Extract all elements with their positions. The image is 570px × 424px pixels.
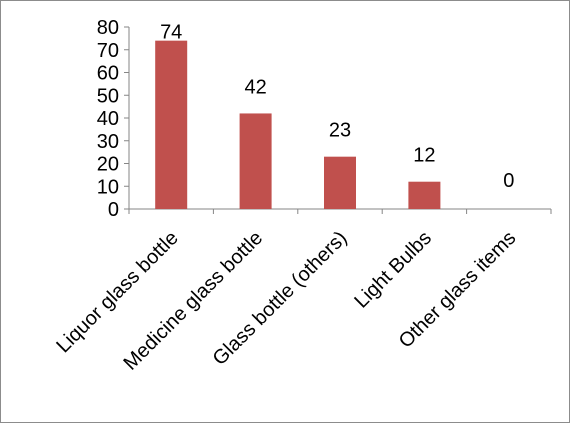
y-tick-label: 20: [97, 154, 119, 176]
y-tick-label: 30: [97, 131, 119, 153]
y-tick-label: 70: [97, 40, 119, 62]
bar: [239, 113, 272, 209]
data-label: 42: [244, 76, 266, 98]
data-label: 74: [160, 22, 182, 44]
bars: [155, 40, 441, 210]
data-label: 0: [503, 170, 514, 192]
x-axis: [128, 208, 552, 214]
y-tick-label: 50: [97, 85, 119, 107]
y-tick-label: 10: [97, 176, 119, 198]
y-tick-label: 40: [97, 108, 119, 130]
bar: [324, 156, 356, 209]
data-label: 23: [329, 120, 351, 142]
bar: [155, 40, 188, 210]
data-labels: 74 42 23 12 0: [160, 22, 514, 192]
y-tick-label: 60: [97, 63, 119, 85]
bar: [408, 181, 441, 209]
category-label: Medicine glass bottle: [120, 227, 268, 375]
data-label: 12: [413, 145, 435, 167]
category-label: Light Bulbs: [350, 227, 436, 313]
y-tick-label: 80: [97, 17, 119, 39]
y-tick-label: 0: [108, 199, 119, 221]
